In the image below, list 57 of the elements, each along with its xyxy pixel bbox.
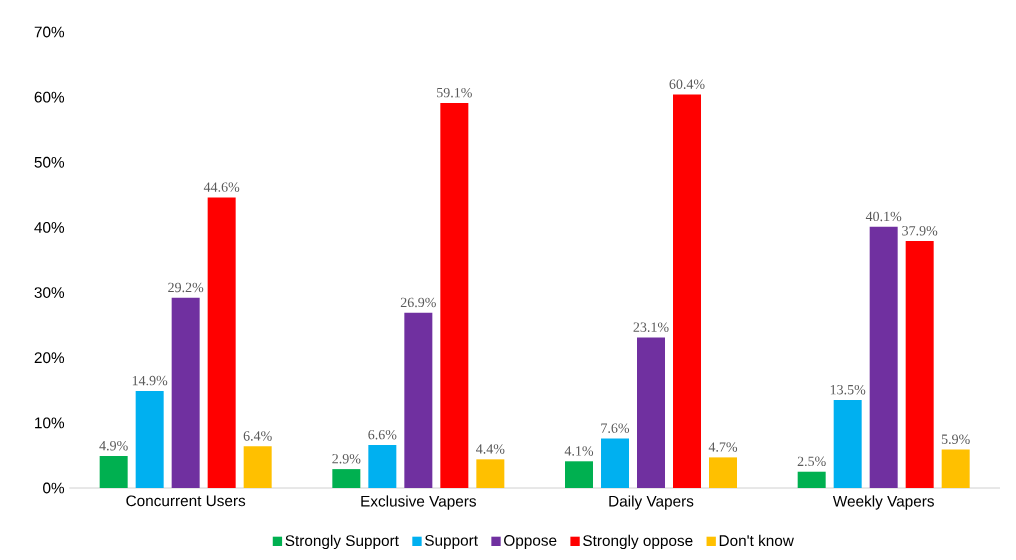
data-label: 23.1% bbox=[633, 322, 669, 332]
data-label: 4.1% bbox=[564, 446, 594, 456]
bar bbox=[171, 297, 200, 488]
data-label: 4.4% bbox=[476, 444, 505, 454]
bar bbox=[243, 446, 272, 488]
bar bbox=[332, 469, 361, 488]
data-label: 2.9% bbox=[332, 454, 361, 464]
data-label: 2.5% bbox=[797, 456, 826, 467]
bar bbox=[833, 400, 862, 488]
data-label: 26.9% bbox=[400, 297, 436, 308]
legend-label: Oppose bbox=[504, 535, 557, 549]
data-label: 13.5% bbox=[830, 384, 866, 395]
x-tick-label: Daily Vapers bbox=[609, 495, 694, 510]
bar bbox=[135, 390, 164, 488]
bar bbox=[709, 457, 738, 488]
bar bbox=[565, 461, 594, 488]
data-label: 5.9% bbox=[941, 434, 970, 444]
data-label: 6.4% bbox=[243, 431, 272, 441]
data-label: 59.1% bbox=[437, 87, 472, 98]
y-tick-label: 60% bbox=[34, 91, 65, 103]
data-label: 60.4% bbox=[669, 79, 705, 89]
data-label: 4.9% bbox=[99, 440, 128, 451]
bar bbox=[440, 103, 469, 488]
y-tick-label: 50% bbox=[34, 156, 65, 168]
y-tick-label: 0% bbox=[43, 482, 65, 494]
y-tick-label: 70% bbox=[34, 26, 65, 38]
legend-label: Don't know bbox=[719, 534, 794, 547]
data-label: 7.6% bbox=[601, 423, 630, 433]
bar bbox=[941, 449, 970, 488]
x-tick-label: Weekly Vapers bbox=[832, 495, 934, 510]
legend-label: Support bbox=[425, 535, 478, 549]
data-label: 4.7% bbox=[708, 442, 738, 452]
y-tick-label: 40% bbox=[34, 222, 65, 233]
bar bbox=[673, 94, 702, 488]
data-label: 40.1% bbox=[865, 211, 902, 222]
bar bbox=[637, 337, 666, 488]
bar bbox=[869, 226, 898, 488]
data-label: 14.9% bbox=[132, 375, 168, 386]
bar bbox=[601, 438, 630, 488]
y-tick-label: 30% bbox=[34, 287, 65, 298]
bar bbox=[905, 241, 934, 488]
data-label: 29.2% bbox=[168, 282, 204, 293]
bar bbox=[476, 459, 505, 488]
bar bbox=[207, 197, 236, 488]
data-label: 44.6% bbox=[203, 182, 240, 192]
bar bbox=[368, 445, 397, 488]
bar bbox=[404, 312, 433, 488]
bar bbox=[797, 471, 826, 488]
y-tick-label: 20% bbox=[34, 352, 65, 364]
legend-label: Strongly Support bbox=[285, 534, 399, 550]
x-tick-label: Concurrent Users bbox=[126, 495, 246, 507]
data-label: 37.9% bbox=[902, 226, 938, 236]
legend-label: Strongly oppose bbox=[583, 534, 693, 550]
bar bbox=[99, 456, 128, 488]
data-label: 6.6% bbox=[368, 429, 397, 440]
x-tick-label: Exclusive Vapers bbox=[361, 495, 476, 510]
y-tick-label: 10% bbox=[35, 417, 65, 429]
